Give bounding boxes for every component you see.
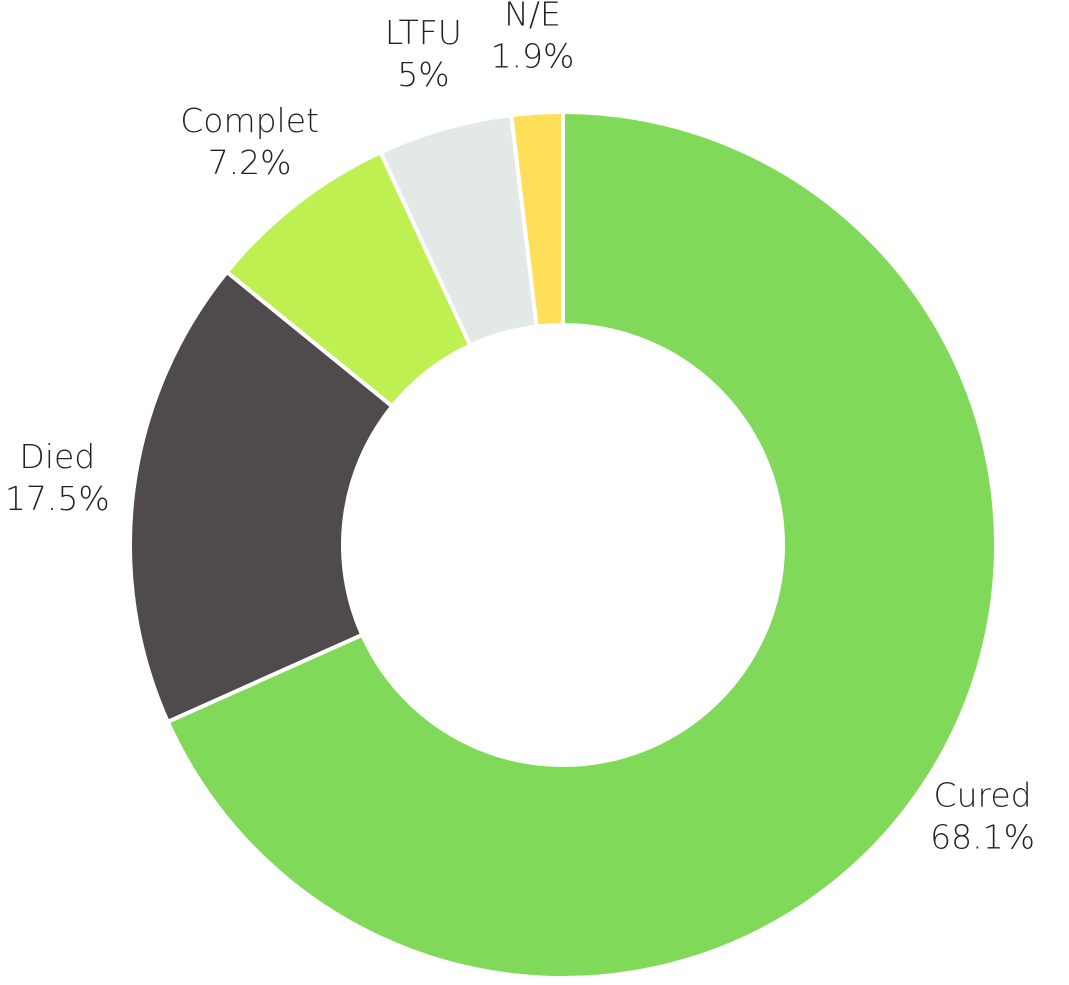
slice-name: Died (19, 437, 95, 476)
donut-slice (165, 109, 998, 980)
slice-value-label: 1.9% (491, 36, 575, 75)
slice-value-label: 5% (397, 55, 449, 94)
slice-name: Cured (934, 775, 1032, 814)
slice-name: N/E (504, 0, 561, 33)
slice-value-label: 68.1% (930, 817, 1035, 856)
donut-slice (128, 269, 396, 725)
slice-name: LTFU (385, 13, 462, 52)
donut-slice (509, 109, 565, 329)
slice-value-label: 7.2% (208, 143, 292, 182)
slice-value-label: 17.5% (5, 479, 110, 518)
slice-name: Complet (180, 101, 319, 140)
